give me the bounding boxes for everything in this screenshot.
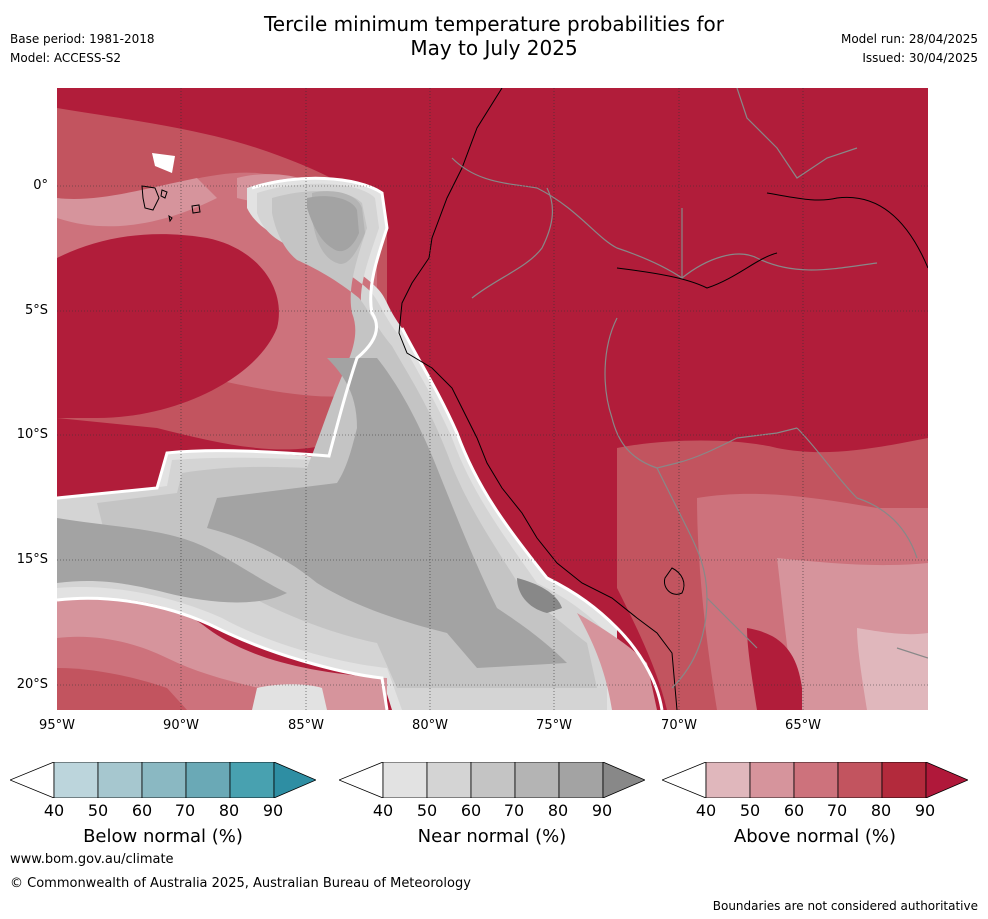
page-title: Tercile minimum temperature probabilitie… <box>0 12 988 60</box>
contour-40-south <box>57 596 389 710</box>
colorbar-near-title: Near normal (%) <box>417 826 567 847</box>
issued-date: Issued: 30/04/2025 <box>862 51 978 65</box>
colorbar-below-segment <box>97 761 143 799</box>
colorbar-below-high-extend <box>273 761 318 799</box>
lat-label-0: 0° <box>33 178 48 193</box>
cb-near-tick: 90 <box>591 801 613 820</box>
colorbar-near-segment <box>558 761 604 799</box>
lat-label-5s: 5°S <box>24 303 48 318</box>
lake-titicaca <box>663 567 685 595</box>
lon-label-70w: 70°W <box>661 718 697 733</box>
colorbar-below <box>8 761 318 799</box>
colorbar-above-svg <box>660 761 970 799</box>
colorbar-near-segment <box>470 761 516 799</box>
cb-near-tick: 60 <box>460 801 482 820</box>
cb-above-tick: 80 <box>870 801 892 820</box>
probability-map <box>57 88 928 710</box>
above-80-south <box>57 668 187 710</box>
cb-below-tick: 40 <box>43 801 65 820</box>
cb-below-tick: 90 <box>262 801 284 820</box>
above-60-coast <box>577 613 657 710</box>
above-90-land-south <box>747 628 802 710</box>
contour-40-coast <box>400 327 664 710</box>
cb-below-tick: 50 <box>87 801 109 820</box>
colorbar-above-segment <box>793 761 839 799</box>
colorbar-above-high-extend <box>925 761 970 799</box>
colorbar-near-segment <box>382 761 428 799</box>
colorbar-near <box>337 761 647 799</box>
model-name: Model: ACCESS-S2 <box>10 51 122 65</box>
cb-near-tick: 50 <box>416 801 438 820</box>
colorbar-above-segment <box>705 761 751 799</box>
cb-near-tick: 40 <box>372 801 394 820</box>
lon-label-95w: 95°W <box>39 718 75 733</box>
near-40-south-patch <box>252 684 327 710</box>
colorbar-near-svg <box>337 761 647 799</box>
cb-above-tick: 90 <box>914 801 936 820</box>
disclaimer-text: Boundaries are not considered authoritat… <box>712 899 978 913</box>
lat-label-20s: 20°S <box>16 677 48 692</box>
colorbar-above-segment <box>881 761 927 799</box>
lon-label-85w: 85°W <box>288 718 324 733</box>
cb-near-tick: 80 <box>547 801 569 820</box>
colorbar-above-low-extend <box>660 761 707 799</box>
cb-below-tick: 70 <box>174 801 196 820</box>
copyright-text: © Commonwealth of Australia 2025, Austra… <box>10 876 471 891</box>
contour-40-north <box>57 176 389 500</box>
map-svg <box>57 88 928 710</box>
cb-above-tick: 40 <box>695 801 717 820</box>
title-line-1: Tercile minimum temperature probabilitie… <box>263 12 725 36</box>
near-normal-white-patch <box>152 153 175 173</box>
lat-label-10s: 10°S <box>16 427 48 442</box>
coastline <box>398 88 678 710</box>
cb-above-tick: 50 <box>739 801 761 820</box>
near-80-north <box>307 196 359 252</box>
gridlines <box>57 88 928 710</box>
lon-label-90w: 90°W <box>163 718 199 733</box>
above-50-land <box>857 628 928 710</box>
above-60-ocean <box>57 178 217 227</box>
near-80-region <box>207 358 567 668</box>
colorbar-above-title: Above normal (%) <box>733 826 897 847</box>
website-link[interactable]: www.bom.gov.au/climate <box>10 852 174 867</box>
colorbar-below-segment <box>229 761 275 799</box>
colorbar-near-low-extend <box>337 761 384 799</box>
colorbar-below-segment <box>185 761 231 799</box>
colorbar-near-segment <box>514 761 560 799</box>
colorbar-near-high-extend <box>602 761 647 799</box>
colorbar-above <box>660 761 970 799</box>
base-period: Base period: 1981-2018 <box>10 32 155 46</box>
colorbar-below-segment <box>53 761 99 799</box>
near-90-patch <box>517 578 562 613</box>
colorbar-above-segment <box>837 761 883 799</box>
cb-below-tick: 80 <box>218 801 240 820</box>
cb-above-tick: 60 <box>783 801 805 820</box>
cb-near-tick: 70 <box>503 801 525 820</box>
colorbar-below-svg <box>8 761 318 799</box>
lon-label-80w: 80°W <box>412 718 448 733</box>
colorbar-below-title: Below normal (%) <box>83 826 243 847</box>
lat-label-15s: 15°S <box>16 552 48 567</box>
colorbar-below-low-extend <box>8 761 55 799</box>
colorbar-below-segment <box>141 761 187 799</box>
model-run: Model run: 28/04/2025 <box>840 32 978 46</box>
galapagos-islands <box>141 185 201 223</box>
lon-label-75w: 75°W <box>536 718 572 733</box>
above-90-ocean-west <box>57 234 279 418</box>
lon-label-65w: 65°W <box>785 718 821 733</box>
country-borders <box>451 88 928 689</box>
colorbar-above-segment <box>749 761 795 799</box>
cb-above-tick: 70 <box>826 801 848 820</box>
river-lines <box>616 192 928 289</box>
colorbar-near-segment <box>426 761 472 799</box>
cb-below-tick: 60 <box>131 801 153 820</box>
title-line-2: May to July 2025 <box>410 36 578 60</box>
